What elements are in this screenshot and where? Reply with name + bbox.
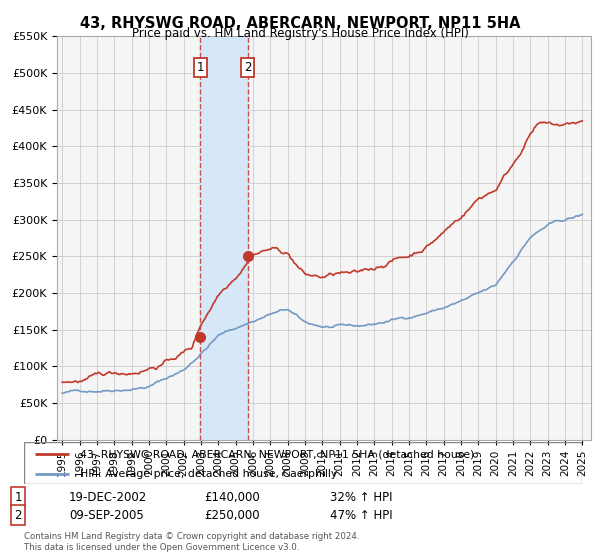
Text: Price paid vs. HM Land Registry's House Price Index (HPI): Price paid vs. HM Land Registry's House … <box>131 27 469 40</box>
Text: 1: 1 <box>197 60 204 74</box>
Text: 2: 2 <box>244 60 251 74</box>
Text: 19-DEC-2002: 19-DEC-2002 <box>69 491 147 504</box>
Bar <box>200 36 248 440</box>
Text: 43, RHYSWG ROAD, ABERCARN, NEWPORT, NP11 5HA (detached house): 43, RHYSWG ROAD, ABERCARN, NEWPORT, NP11… <box>80 449 474 459</box>
Text: £250,000: £250,000 <box>204 508 260 522</box>
Text: 1: 1 <box>14 491 22 504</box>
Text: £140,000: £140,000 <box>204 491 260 504</box>
Text: 09-SEP-2005: 09-SEP-2005 <box>69 508 144 522</box>
Text: 43, RHYSWG ROAD, ABERCARN, NEWPORT, NP11 5HA: 43, RHYSWG ROAD, ABERCARN, NEWPORT, NP11… <box>80 16 520 31</box>
Text: Contains HM Land Registry data © Crown copyright and database right 2024.: Contains HM Land Registry data © Crown c… <box>24 532 359 541</box>
Text: 2: 2 <box>14 508 22 522</box>
Text: This data is licensed under the Open Government Licence v3.0.: This data is licensed under the Open Gov… <box>24 543 299 552</box>
Text: 32% ↑ HPI: 32% ↑ HPI <box>330 491 392 504</box>
Text: 47% ↑ HPI: 47% ↑ HPI <box>330 508 392 522</box>
Text: HPI: Average price, detached house, Caerphilly: HPI: Average price, detached house, Caer… <box>80 469 337 479</box>
